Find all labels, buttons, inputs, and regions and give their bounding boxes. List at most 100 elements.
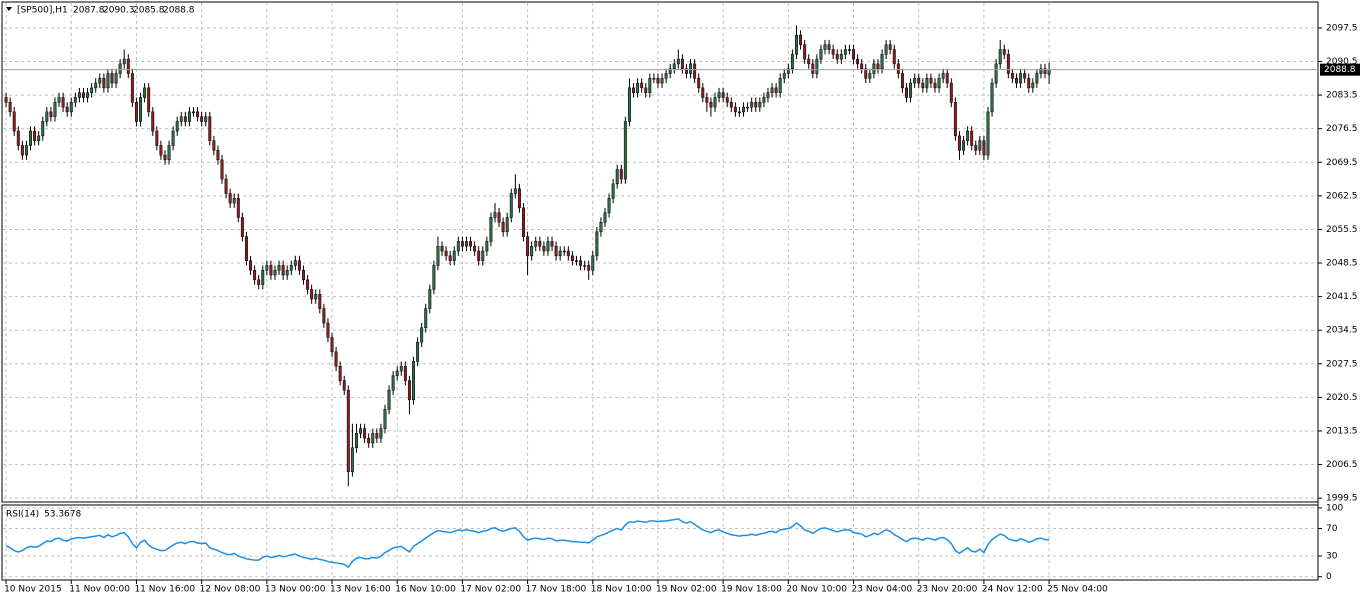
- candle-body: [766, 92, 770, 98]
- candle-body: [562, 250, 566, 253]
- candle-body: [244, 236, 248, 261]
- menu-triangle[interactable]: [6, 7, 12, 11]
- candle-body: [1035, 73, 1039, 84]
- candle-body: [892, 49, 896, 65]
- candle-body: [933, 82, 937, 89]
- candle-body: [485, 241, 489, 252]
- candle-body: [505, 217, 509, 233]
- candle-body: [481, 250, 485, 261]
- candle-body: [843, 49, 847, 55]
- candle-body: [949, 82, 953, 103]
- candle-body: [1010, 73, 1014, 79]
- candle-body: [253, 269, 257, 281]
- candle-body: [550, 241, 554, 247]
- candle-body: [632, 87, 635, 93]
- candle-body: [693, 63, 697, 79]
- candle-body: [986, 111, 990, 156]
- candle-body: [1027, 78, 1031, 89]
- candle-body: [134, 102, 138, 122]
- candle-body: [676, 58, 680, 65]
- candle-body: [962, 140, 966, 151]
- y-tick-label: 2041.5: [1326, 292, 1358, 302]
- candle-body: [591, 255, 595, 271]
- candle-body: [1015, 78, 1018, 84]
- candle-body: [603, 212, 607, 223]
- candle-body: [672, 63, 676, 69]
- candle-body: [342, 380, 346, 391]
- candle-body: [713, 97, 717, 108]
- candle-body: [1006, 54, 1010, 74]
- candle-body: [994, 63, 998, 84]
- candle-body: [326, 322, 330, 338]
- candle-body: [648, 78, 652, 93]
- candle-body: [623, 121, 627, 180]
- candle-body: [440, 245, 444, 252]
- candle-body: [827, 44, 831, 50]
- last-price-box: [1320, 63, 1360, 76]
- candle-body: [660, 78, 664, 84]
- candle-body: [835, 54, 839, 60]
- candle-body: [929, 78, 933, 84]
- candle-body: [350, 447, 354, 473]
- candle-body: [546, 241, 550, 252]
- x-tick-label: 19 Nov 02:00: [656, 585, 717, 595]
- candle-body: [913, 78, 917, 84]
- candle-body: [823, 44, 827, 50]
- candle-body: [163, 154, 167, 161]
- candle-body: [383, 409, 387, 429]
- candle-body: [921, 82, 925, 89]
- x-tick-label: 11 Nov 00:00: [69, 585, 130, 595]
- candle-body: [754, 102, 758, 108]
- candle-body: [668, 68, 672, 74]
- candle-body: [183, 116, 187, 122]
- candle-body: [33, 130, 37, 141]
- header-open: 2087.8: [73, 6, 105, 16]
- candle-body: [501, 221, 505, 233]
- candle-body: [428, 289, 432, 309]
- candle-body: [424, 308, 428, 329]
- candle-body: [126, 58, 130, 74]
- candle-body: [750, 102, 754, 108]
- candle-body: [118, 63, 122, 74]
- candle-body: [782, 73, 786, 79]
- candle-body: [460, 241, 464, 247]
- y-tick-label: 2083.5: [1326, 91, 1358, 101]
- candle-body: [566, 250, 570, 257]
- candle-body: [909, 82, 913, 98]
- candle-body: [391, 375, 395, 391]
- candle-body: [1047, 69, 1051, 75]
- x-tick-label: 10 Nov 2015: [4, 585, 62, 595]
- candle-body: [860, 63, 864, 69]
- y-tick-label: 0: [1326, 572, 1332, 582]
- y-tick-label: 30: [1326, 552, 1338, 562]
- rsi-title: RSI(14): [6, 510, 39, 520]
- candle-body: [705, 97, 709, 103]
- candle-body: [200, 116, 204, 122]
- candle-body: [513, 188, 517, 194]
- y-tick-label: 2062.5: [1326, 191, 1358, 201]
- y-tick-label: 2048.5: [1326, 259, 1358, 269]
- candle-body: [990, 82, 994, 113]
- candle-body: [310, 289, 314, 300]
- candle-body: [82, 92, 85, 98]
- candle-body: [94, 82, 98, 89]
- candle-body: [285, 269, 289, 276]
- candle-body: [579, 260, 583, 266]
- y-tick-label: 100: [1326, 503, 1343, 513]
- y-tick-label: 2069.5: [1326, 158, 1358, 168]
- candle-body: [807, 58, 811, 65]
- candle-body: [839, 54, 843, 60]
- candle-body: [615, 169, 619, 185]
- candle-body: [330, 337, 334, 353]
- candle-body: [281, 265, 285, 276]
- candle-body: [493, 212, 497, 218]
- y-tick-label: 2097.5: [1326, 23, 1358, 33]
- candle-body: [334, 351, 338, 367]
- candle-body: [289, 265, 293, 271]
- candle-body: [37, 135, 41, 141]
- candle-body: [974, 145, 978, 151]
- candle-body: [627, 87, 631, 122]
- candle-body: [8, 102, 12, 113]
- y-tick-label: 2055.5: [1326, 225, 1358, 235]
- y-tick-label: 2034.5: [1326, 326, 1358, 336]
